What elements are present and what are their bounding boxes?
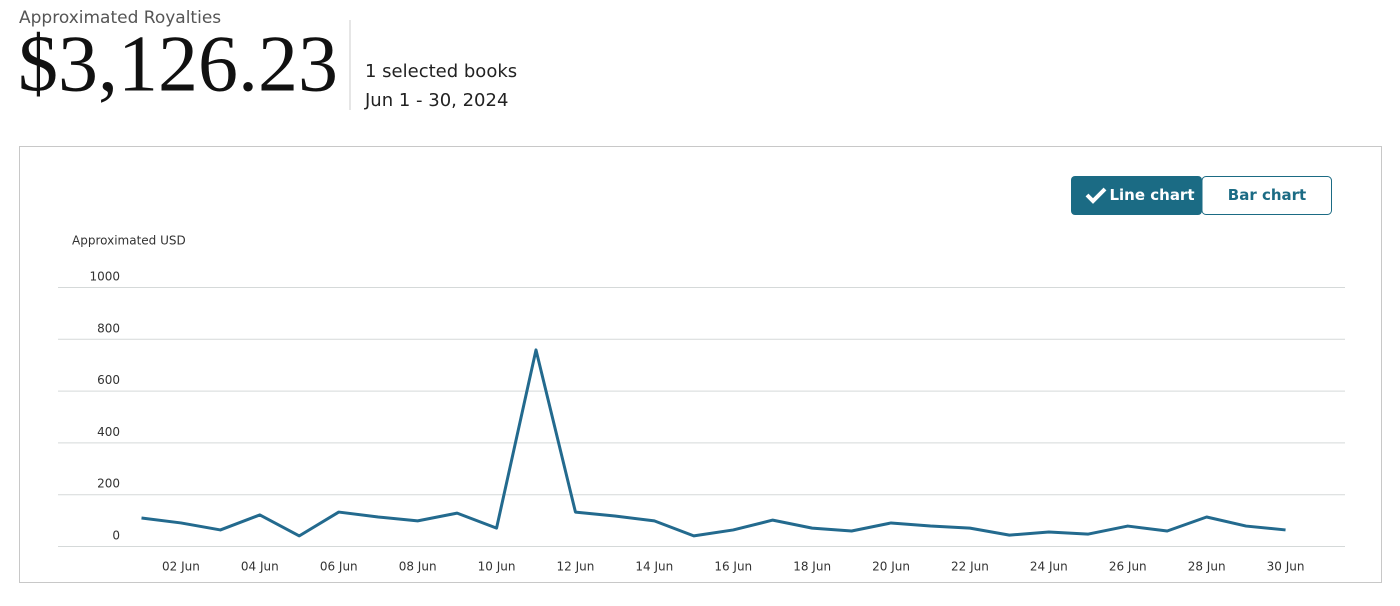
chart-frame [19, 146, 1382, 583]
royalties-label: Approximated Royalties [19, 8, 221, 28]
royalties-amount: $3,126.23 [18, 20, 338, 108]
x-tick-label: 24 Jun [1030, 560, 1068, 574]
y-tick-label: 0 [112, 529, 120, 543]
line-chart-button[interactable]: Line chart [1071, 176, 1202, 215]
y-tick-label: 1000 [89, 270, 120, 284]
x-tick-label: 06 Jun [320, 560, 358, 574]
x-tick-label: 14 Jun [635, 560, 673, 574]
x-tick-label: 12 Jun [557, 560, 595, 574]
x-tick-label: 26 Jun [1109, 560, 1147, 574]
bar-chart-button[interactable]: Bar chart [1201, 176, 1332, 215]
button-label: Line chart [1109, 186, 1194, 204]
y-axis-label: Approximated USD [72, 234, 186, 248]
x-tick-label: 10 Jun [478, 560, 516, 574]
y-tick-label: 600 [97, 373, 120, 387]
y-tick-label: 400 [97, 425, 120, 439]
x-tick-label: 30 Jun [1267, 560, 1305, 574]
selection-text: 1 selected books [365, 61, 517, 82]
y-tick-label: 200 [97, 477, 120, 491]
line-series [141, 348, 1286, 538]
button-bg [1071, 176, 1202, 215]
x-tick-label: 18 Jun [793, 560, 831, 574]
x-tick-label: 04 Jun [241, 560, 279, 574]
x-tick-label: 28 Jun [1188, 560, 1226, 574]
x-tick-label: 20 Jun [872, 560, 910, 574]
y-tick-label: 800 [97, 321, 120, 335]
check-icon [1085, 187, 1107, 204]
date-range: Jun 1 - 30, 2024 [364, 90, 508, 111]
button-label: Bar chart [1228, 186, 1306, 204]
x-tick-label: 16 Jun [714, 560, 752, 574]
x-tick-label: 08 Jun [399, 560, 437, 574]
button-bg [1201, 176, 1332, 215]
x-tick-label: 02 Jun [162, 560, 200, 574]
x-tick-label: 22 Jun [951, 560, 989, 574]
